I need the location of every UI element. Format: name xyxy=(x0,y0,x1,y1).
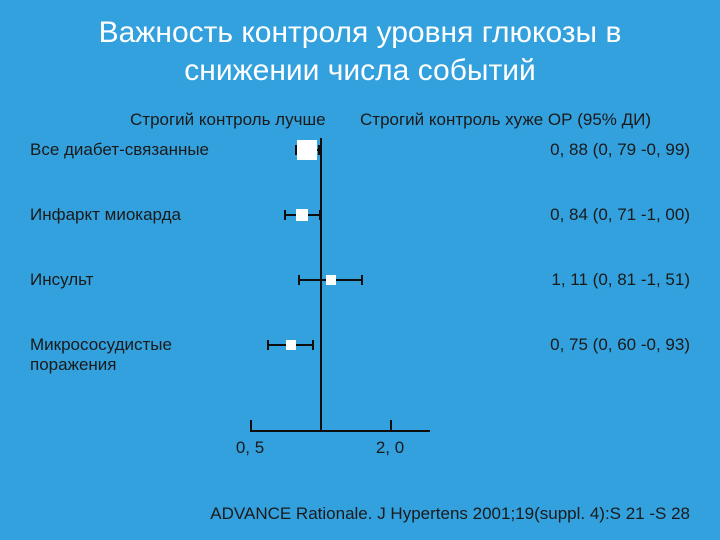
ci-cap xyxy=(298,275,300,285)
citation: ADVANCE Rationale. J Hypertens 2001;19(s… xyxy=(210,504,690,524)
point-marker xyxy=(286,340,296,350)
row-label: Все диабет-связанные xyxy=(30,140,209,160)
row-value: 0, 88 (0, 79 -0, 99) xyxy=(550,140,690,160)
row-value: 1, 11 (0, 81 -1, 51) xyxy=(551,270,690,290)
row-value: 0, 84 (0, 71 -1, 00) xyxy=(550,205,690,225)
point-marker xyxy=(296,209,308,221)
ci-cap xyxy=(267,340,269,350)
point-marker xyxy=(297,140,317,160)
axis-tick xyxy=(390,420,392,430)
row-label: Инфаркт миокарда xyxy=(30,205,181,225)
row-value: 0, 75 (0, 60 -0, 93) xyxy=(550,335,690,355)
header-worse: Строгий контроль хуже ОР (95% ДИ) xyxy=(360,110,651,130)
header-better: Строгий контроль лучше xyxy=(130,110,326,130)
axis-tick xyxy=(250,420,252,430)
slide-title: Важность контроля уровня глюкозы в сниже… xyxy=(0,0,720,97)
ci-cap xyxy=(361,275,363,285)
row-label: Микрососудистые поражения xyxy=(30,335,220,374)
axis-tick-label: 2, 0 xyxy=(376,438,404,458)
ci-cap xyxy=(319,210,321,220)
axis-vertical xyxy=(320,138,322,430)
axis-tick-label: 0, 5 xyxy=(236,438,264,458)
forest-plot: Строгий контроль лучше Строгий контроль … xyxy=(30,110,690,490)
point-marker xyxy=(326,275,336,285)
ci-cap xyxy=(318,145,320,155)
row-label: Инсульт xyxy=(30,270,93,290)
ci-cap xyxy=(312,340,314,350)
axis-horizontal xyxy=(250,430,430,432)
ci-cap xyxy=(284,210,286,220)
